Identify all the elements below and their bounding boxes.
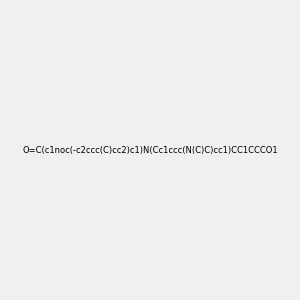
Text: O=C(c1noc(-c2ccc(C)cc2)c1)N(Cc1ccc(N(C)C)cc1)CC1CCCO1: O=C(c1noc(-c2ccc(C)cc2)c1)N(Cc1ccc(N(C)C… [22,146,278,154]
